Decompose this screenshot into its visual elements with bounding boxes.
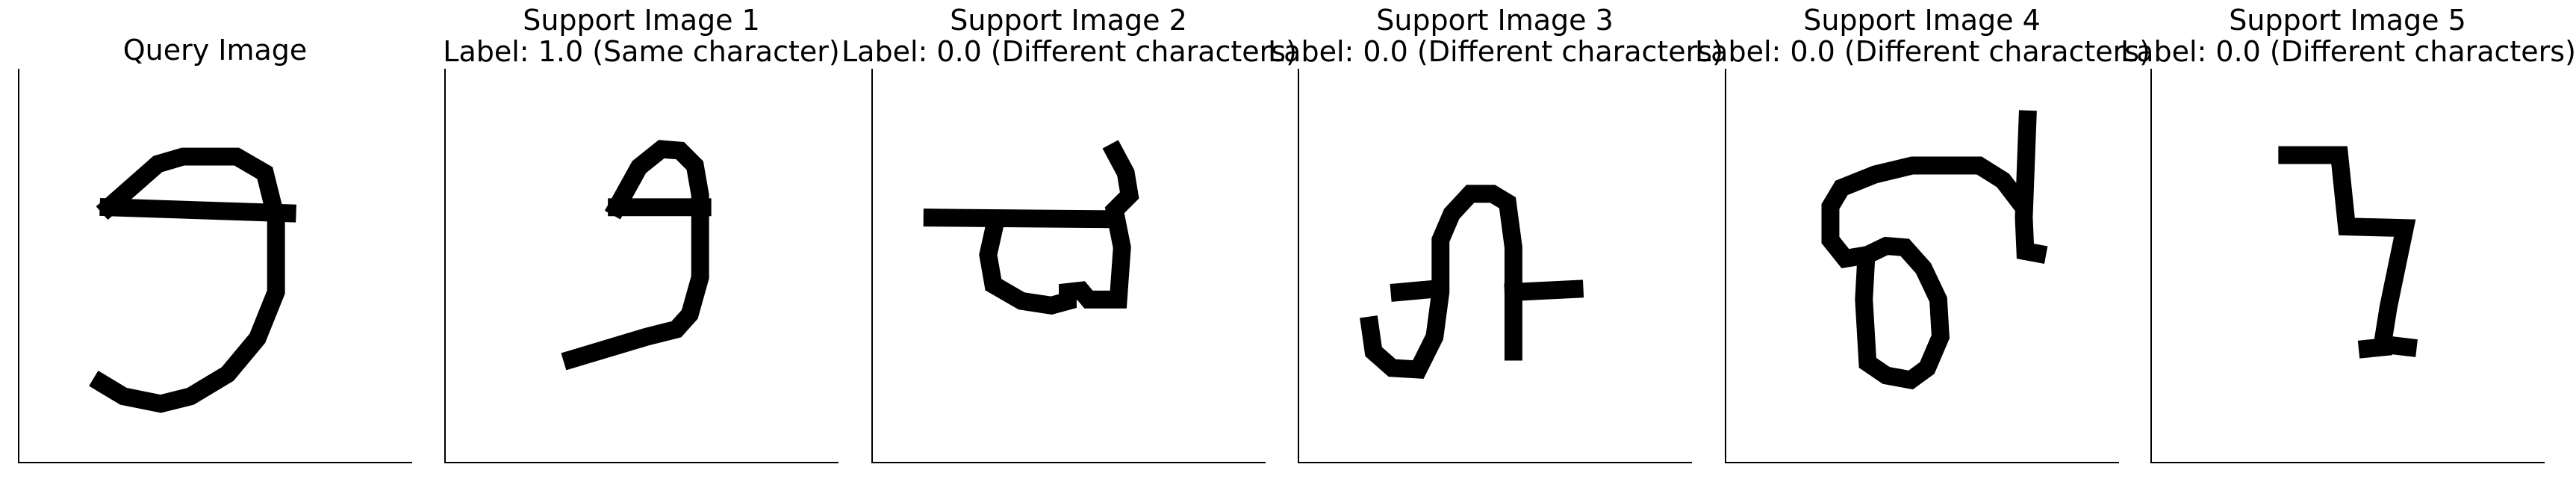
panel-title: Query Image <box>0 34 442 66</box>
query-image <box>18 69 412 463</box>
glyph-image <box>561 140 712 371</box>
glyph-image <box>2278 146 2418 359</box>
glyph-image <box>89 147 296 413</box>
glyph-image <box>923 140 1139 315</box>
panel-title: Support Image 3 Label: 0.0 (Different ch… <box>1268 4 1723 68</box>
support-panel-4: Support Image 4 Label: 0.0 (Different ch… <box>1695 0 2150 482</box>
panel-title-text: Query Image <box>122 34 308 67</box>
support-image-1 <box>444 69 839 463</box>
support-panel-5: Support Image 5 Label: 0.0 (Different ch… <box>2121 0 2576 482</box>
panel-label-text: Label: 0.0 (Different characters) <box>1695 35 2150 68</box>
panel-title: Support Image 2 Label: 0.0 (Different ch… <box>841 4 1297 68</box>
support-panel-3: Support Image 3 Label: 0.0 (Different ch… <box>1268 0 1723 482</box>
support-image-3 <box>1298 69 1692 463</box>
panel-title-text: Support Image 5 <box>2229 4 2466 37</box>
support-image-5 <box>2150 69 2545 463</box>
panel-title: Support Image 1 Label: 1.0 (Same charact… <box>414 4 868 67</box>
panel-label-text: Label: 0.0 (Different characters) <box>2121 35 2576 68</box>
panel-title-text: Support Image 1 <box>523 4 760 37</box>
support-panel-1: Support Image 1 Label: 1.0 (Same charact… <box>443 0 840 482</box>
support-panel-2: Support Image 2 Label: 0.0 (Different ch… <box>841 0 1297 482</box>
panel-title-text: Support Image 4 <box>1803 4 2041 37</box>
support-image-4 <box>1725 69 2119 463</box>
glyph-image <box>1360 185 1584 379</box>
panel-label-text: Label: 1.0 (Same character) <box>443 35 840 68</box>
glyph-image <box>1821 110 2048 390</box>
panel-title: Support Image 5 Label: 0.0 (Different ch… <box>2121 4 2576 68</box>
panel-title: Support Image 4 Label: 0.0 (Different ch… <box>1695 4 2150 68</box>
query-panel: Query Image <box>18 0 412 482</box>
support-image-2 <box>871 69 1266 463</box>
panel-label-text: Label: 0.0 (Different characters) <box>1268 35 1723 68</box>
panel-label-text: Label: 0.0 (Different characters) <box>841 35 1297 68</box>
panel-title-text: Support Image 2 <box>950 4 1187 37</box>
panel-title-text: Support Image 3 <box>1376 4 1614 37</box>
